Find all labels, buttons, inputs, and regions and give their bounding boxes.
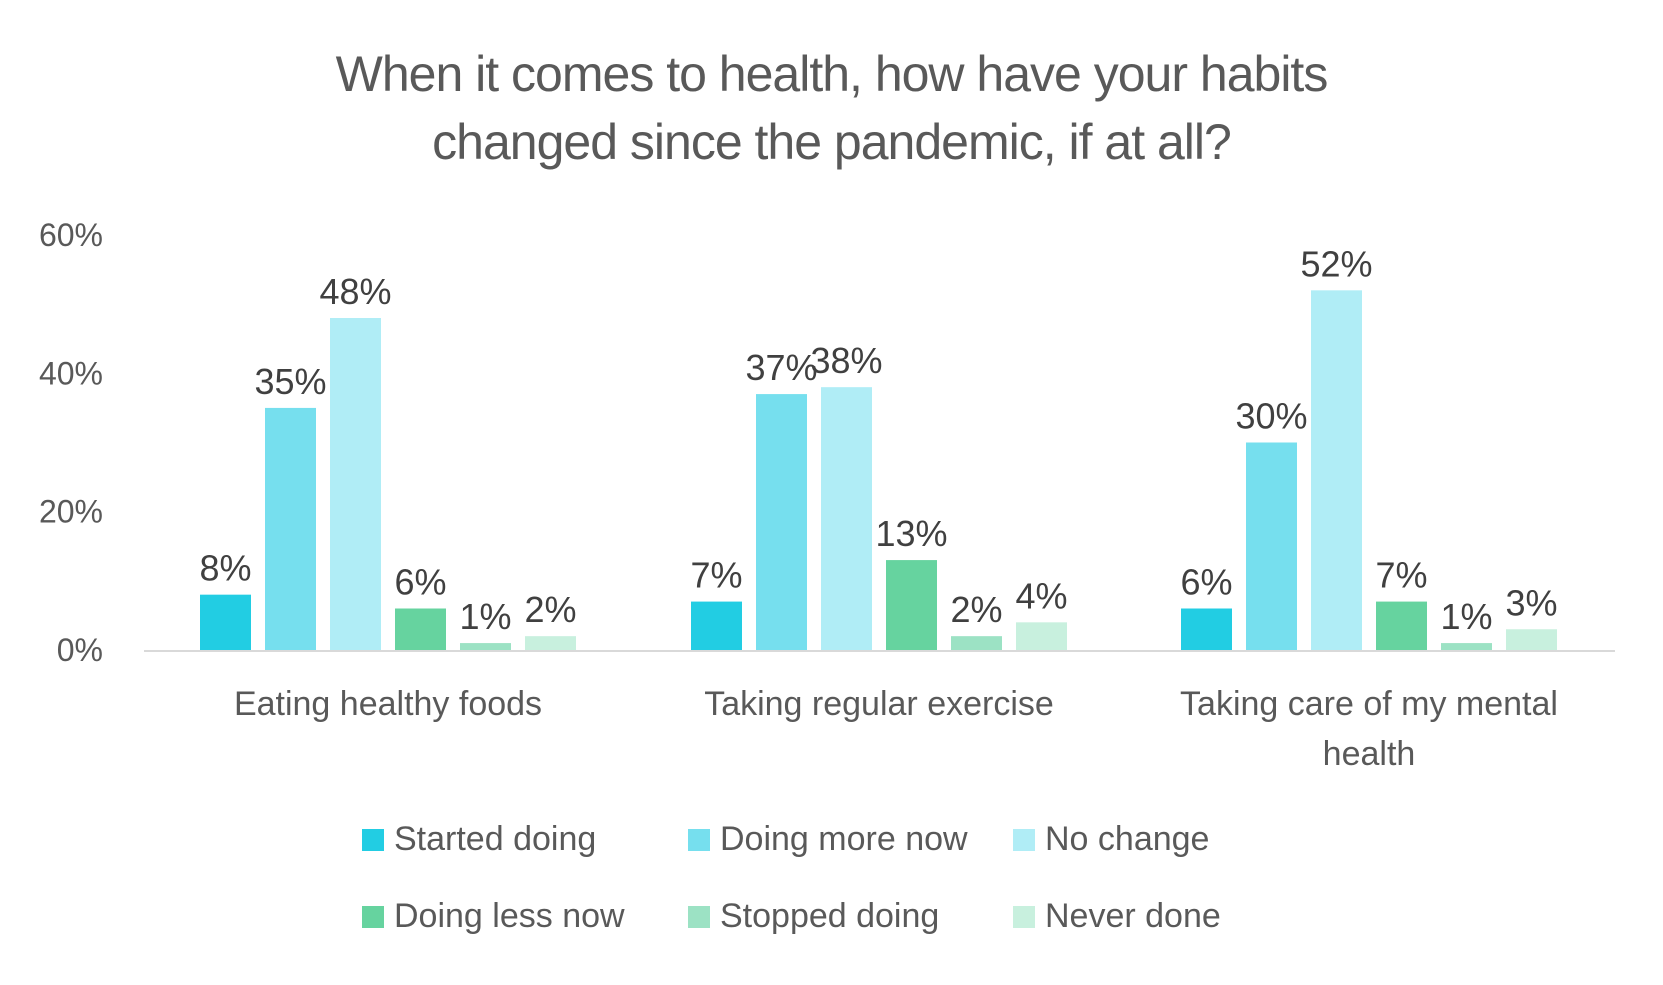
bar-never-done — [525, 636, 576, 650]
legend-item: Doing more now — [688, 820, 968, 859]
data-label: 30% — [1235, 396, 1307, 437]
chart-title-line-1: When it comes to health, how have your h… — [335, 46, 1329, 102]
data-label: 37% — [745, 347, 817, 388]
category-label: Taking regular exercise — [704, 685, 1054, 723]
legend-swatch — [688, 828, 710, 851]
bar-doing-less-now — [395, 608, 446, 650]
data-label: 52% — [1300, 243, 1372, 284]
legend-swatch — [688, 905, 710, 928]
bar-started-doing — [200, 594, 251, 650]
bar-never-done — [1016, 622, 1067, 650]
data-label: 35% — [254, 361, 326, 402]
data-label: 38% — [810, 340, 882, 381]
data-label: 2% — [524, 589, 576, 630]
bar-stopped-doing — [951, 636, 1002, 650]
legend-item: Never done — [1013, 897, 1221, 936]
category-label: Eating healthy foods — [234, 685, 542, 723]
legend-label: Doing more now — [720, 820, 968, 858]
data-label: 8% — [199, 548, 251, 589]
bar-no-change — [1311, 290, 1362, 650]
data-label: 7% — [1375, 555, 1427, 596]
data-label: 6% — [394, 562, 446, 603]
bar-no-change — [330, 318, 381, 650]
y-tick-label: 20% — [39, 494, 103, 530]
bar-doing-less-now — [1376, 601, 1427, 650]
legend-label: Stopped doing — [720, 897, 940, 935]
category-label: health — [1323, 735, 1416, 773]
legend-item: Started doing — [362, 820, 596, 859]
legend-item: Stopped doing — [688, 897, 939, 936]
legend-item: No change — [1013, 820, 1209, 859]
bar-stopped-doing — [460, 643, 511, 650]
data-label: 13% — [875, 513, 947, 554]
data-label: 48% — [319, 271, 391, 312]
data-label: 6% — [1180, 562, 1232, 603]
chart-title-line-2: changed since the pandemic, if at all? — [432, 114, 1232, 170]
legend-label: No change — [1045, 820, 1210, 858]
data-label: 1% — [459, 596, 511, 637]
legend-swatch — [362, 905, 384, 928]
legend-swatch — [1013, 828, 1035, 851]
bar-doing-more-now — [1246, 442, 1297, 650]
legend-item: Doing less now — [362, 897, 625, 936]
bar-started-doing — [1181, 608, 1232, 650]
data-label: 2% — [950, 589, 1002, 630]
bar-doing-less-now — [886, 560, 937, 650]
data-label: 7% — [690, 555, 742, 596]
y-tick-label: 60% — [39, 217, 103, 253]
data-label: 1% — [1440, 596, 1492, 637]
data-label: 4% — [1015, 575, 1067, 616]
bar-started-doing — [691, 601, 742, 650]
y-tick-label: 40% — [39, 355, 103, 391]
data-label: 3% — [1505, 582, 1557, 623]
legend-label: Never done — [1045, 897, 1221, 935]
legend-label: Started doing — [394, 820, 597, 858]
legend-swatch — [362, 828, 384, 851]
bar-no-change — [821, 387, 872, 650]
chart-title: When it comes to health, how have your h… — [0, 40, 1663, 176]
legend-swatch — [1013, 905, 1035, 928]
category-label: Taking care of my mental — [1180, 685, 1558, 723]
bar-doing-more-now — [756, 394, 807, 650]
y-tick-label: 0% — [57, 632, 103, 668]
bar-doing-more-now — [265, 407, 316, 650]
legend-label: Doing less now — [394, 897, 625, 935]
bar-never-done — [1506, 629, 1557, 650]
bar-stopped-doing — [1441, 643, 1492, 650]
